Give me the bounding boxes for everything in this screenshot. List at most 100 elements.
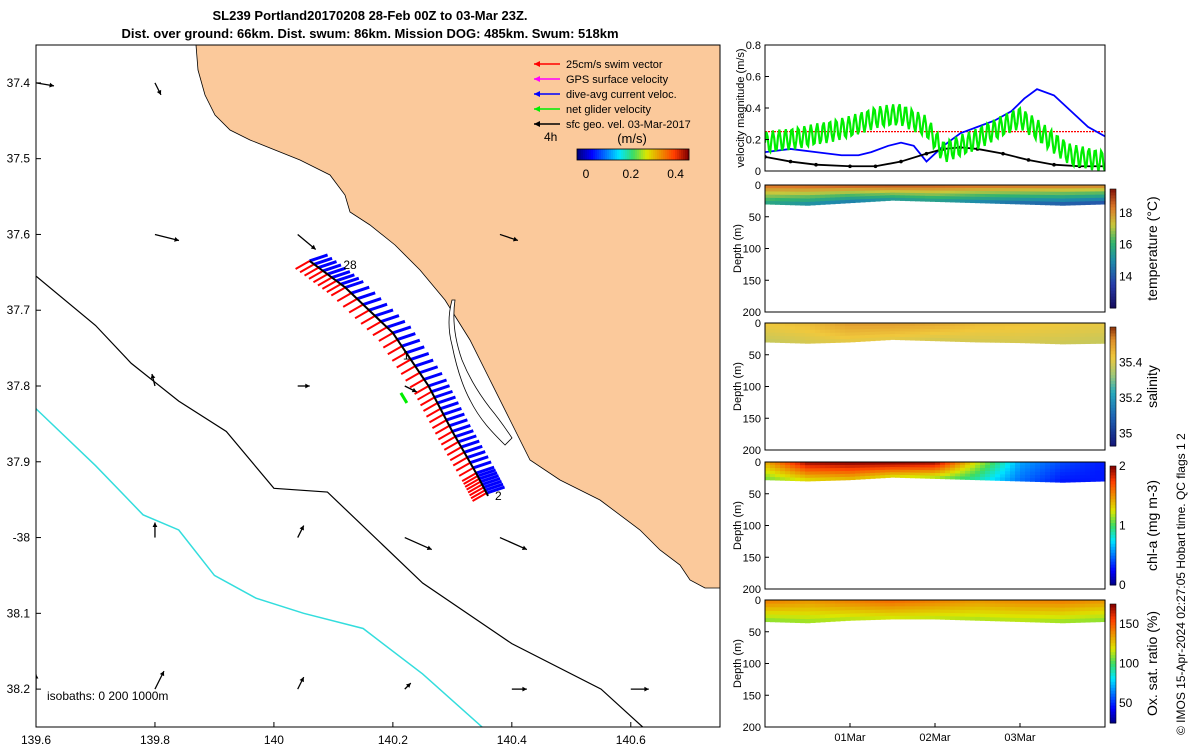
- section-colorbar-segment: [1110, 612, 1116, 617]
- section-profile-cell: [935, 603, 941, 607]
- section-profile-cell: [1060, 607, 1066, 612]
- section-colorbar-segment: [1110, 434, 1116, 438]
- section-profile-cell: [1080, 618, 1086, 623]
- section-profile-cell: [835, 197, 841, 201]
- section-profile-cell: [950, 338, 956, 342]
- section-colorbar-segment: [1110, 329, 1116, 334]
- section-profile-cell: [950, 603, 956, 607]
- section-y-tick-label: 150: [743, 413, 761, 425]
- section-profile-cell: [930, 187, 936, 191]
- section-profile-cell: [1030, 614, 1036, 619]
- section-profile-cell: [910, 185, 916, 189]
- section-profile-cell: [790, 326, 796, 331]
- geo-velocity-arrow-head: [36, 674, 39, 679]
- section-profile-cell: [850, 196, 856, 201]
- section-profile-cell: [1055, 323, 1061, 327]
- section-colorbar-segment: [1110, 347, 1116, 352]
- section-profile-cell: [820, 474, 826, 478]
- section-colorbar-segment: [1110, 477, 1116, 482]
- section-colorbar-segment: [1110, 416, 1116, 420]
- section-profile-cell: [995, 610, 1001, 615]
- section-profile-cell: [840, 606, 846, 611]
- section-profile-cell: [970, 185, 976, 189]
- section-profile-cell: [980, 187, 986, 192]
- section-profile-cell: [780, 329, 786, 334]
- section-profile-cell: [780, 194, 786, 199]
- section-profile-cell: [950, 613, 956, 617]
- section-profile-cell: [995, 197, 1001, 201]
- section-profile-cell: [965, 185, 971, 189]
- section-profile-cell: [1035, 600, 1041, 605]
- isobath-1000-line: [36, 408, 483, 727]
- section-profile-cell: [940, 600, 946, 604]
- section-profile-cell: [985, 477, 991, 481]
- section-profile-cell: [1060, 336, 1066, 341]
- geo-velocity-arrow: [404, 536, 433, 551]
- section-colorbar-segment: [1110, 353, 1116, 358]
- section-profile-cell: [940, 326, 946, 330]
- swim-vector: [330, 286, 346, 297]
- section-profile-cell: [1045, 191, 1051, 196]
- section-profile-cell: [830, 200, 836, 205]
- section-profile-cell: [800, 607, 806, 612]
- section-profile-cell: [1050, 472, 1056, 476]
- section-profile-cell: [790, 339, 796, 344]
- section-colorbar-segment: [1110, 236, 1116, 241]
- section-profile-cell: [1045, 333, 1051, 338]
- section-colorbar-segment: [1110, 206, 1116, 211]
- section-profile-cell: [1005, 614, 1011, 619]
- section-profile-cell: [895, 197, 901, 201]
- section-profile-cell: [1075, 614, 1081, 620]
- geo-velocity-arrow-head: [513, 236, 518, 242]
- colorbar-segment: [635, 149, 638, 160]
- dive-avg-current-vector: [480, 474, 500, 484]
- section-profile-cell: [865, 198, 871, 203]
- section-colorbar-tick-label: 1: [1119, 519, 1126, 533]
- swim-vector: [472, 492, 488, 502]
- section-profile-cell: [1055, 607, 1061, 612]
- section-profile-cell: [830, 185, 836, 189]
- section-profile-cell: [790, 477, 796, 482]
- section-profile-cell: [810, 323, 816, 327]
- dive-avg-current-vector: [469, 455, 489, 465]
- section-profile-cell: [915, 609, 921, 614]
- section-profile-cell: [1005, 323, 1011, 327]
- section-profile-cell: [790, 468, 796, 472]
- section-profile-cell: [790, 614, 796, 620]
- section-profile-cell: [1100, 333, 1106, 337]
- section-profile-cell: [895, 187, 901, 191]
- section-profile-cell: [920, 185, 926, 189]
- section-profile-cell: [775, 191, 781, 196]
- section-profile-cell: [1080, 607, 1086, 612]
- section-profile-cell: [850, 470, 856, 475]
- section-profile-cell: [850, 462, 856, 466]
- section-profile-cell: [1040, 478, 1046, 483]
- section-profile-cell: [1090, 471, 1096, 476]
- section-profile-cell: [990, 185, 996, 189]
- section-profile-cell: [1040, 603, 1046, 608]
- velocity-y-tick-label: 0.4: [746, 103, 761, 115]
- section-profile-cell: [1010, 468, 1016, 472]
- section-profile-cell: [780, 198, 786, 202]
- section-profile-cell: [880, 195, 886, 199]
- section-profile-cell: [845, 329, 851, 333]
- section-colorbar-frame: [1109, 465, 1117, 586]
- section-profile-cell: [775, 185, 781, 189]
- section-profile-cell: [775, 335, 781, 340]
- section-profile-cell: [850, 338, 856, 343]
- section-profile-cell: [1090, 201, 1096, 205]
- section-profile-cell: [975, 470, 981, 475]
- section-profile-cell: [980, 603, 986, 608]
- section-colorbar-label: temperature (°C): [1144, 196, 1160, 300]
- section-profile-cell: [1045, 618, 1051, 623]
- section-profile-cell: [765, 614, 771, 619]
- section-profile-cell: [1030, 326, 1036, 331]
- section-profile-cell: [915, 190, 921, 194]
- section-y-axis-label: Depth (m): [732, 362, 744, 411]
- section-profile-cell: [1050, 326, 1056, 331]
- section-profile-cell: [1025, 618, 1031, 623]
- section-profile-cell: [825, 336, 831, 340]
- section-profile-cell: [885, 612, 891, 617]
- section-profile-cell: [825, 600, 831, 605]
- section-profile-cell: [765, 467, 771, 472]
